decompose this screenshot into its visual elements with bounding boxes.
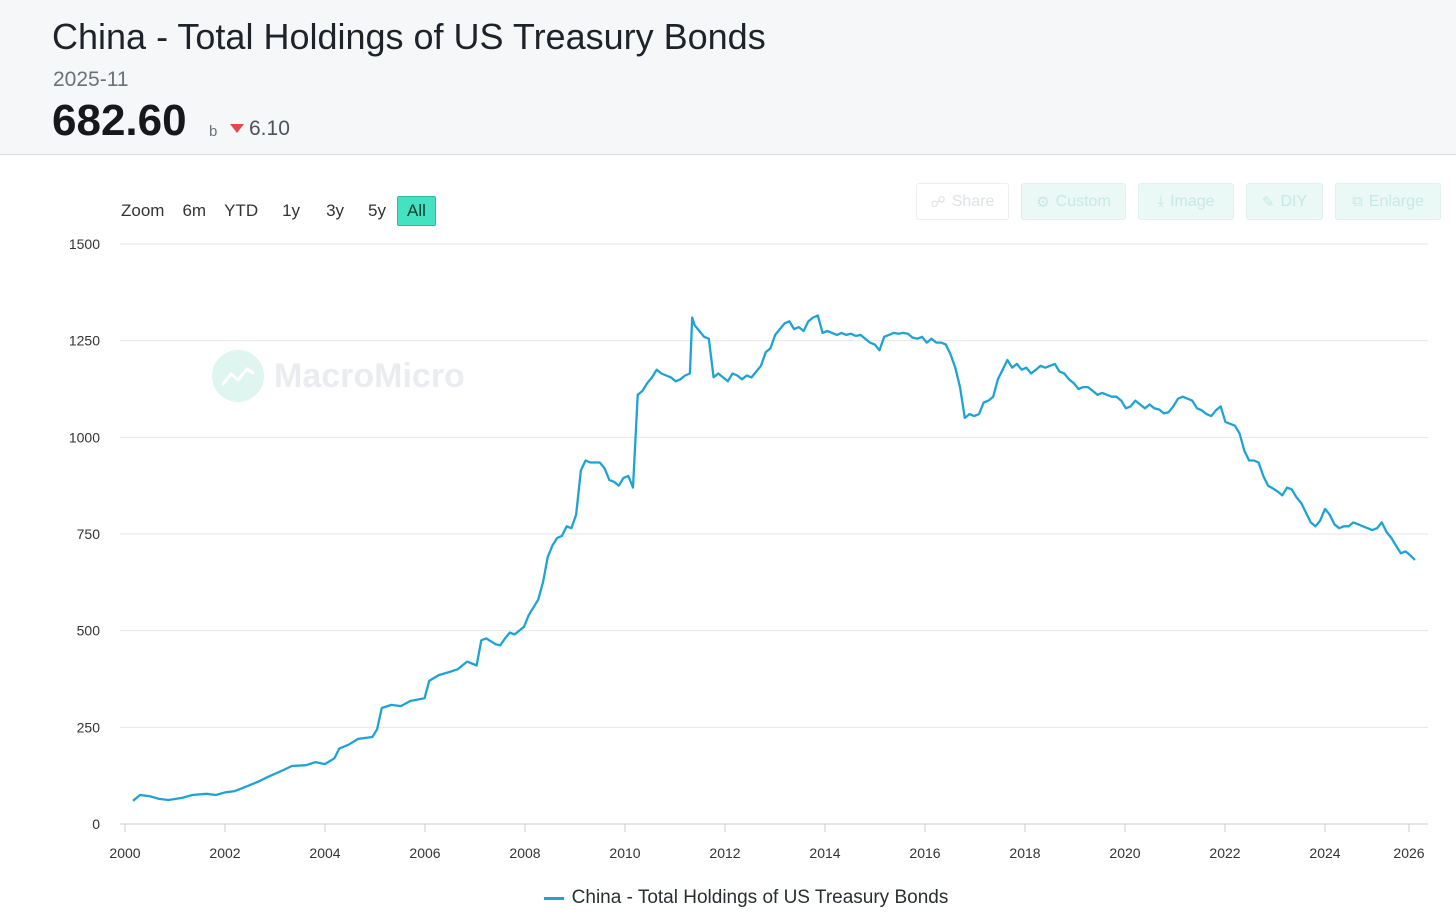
chart-legend[interactable]: China - Total Holdings of US Treasury Bo… [0,887,1456,909]
legend-label: China - Total Holdings of US Treasury Bo… [571,887,949,908]
zoom-all-button[interactable]: All [397,196,436,226]
x-tick-label: 2020 [1109,845,1140,861]
x-tick-label: 2006 [409,845,440,861]
y-tick-label: 500 [77,623,101,639]
share-button[interactable]: ☍ Share [916,183,1009,220]
x-tick-label: 2008 [509,845,540,861]
watermark: MacroMicro [212,350,465,402]
series-line [132,314,1416,802]
enlarge-label: Enlarge [1368,192,1424,210]
x-tick-label: 2014 [809,845,840,861]
x-tick-label: 2012 [709,845,740,861]
custom-button[interactable]: ⚙ Custom [1021,183,1126,220]
pencil-icon: ✎ [1261,193,1275,211]
chart-grid [120,243,1428,825]
latest-value: 682.60 [52,96,187,145]
value-change: 6.10 [249,117,290,140]
share-icon: ☍ [930,193,946,211]
zoom-3y-button[interactable]: 3y [326,201,345,220]
y-tick-label: 250 [77,719,101,735]
x-tick-label: 2004 [309,845,340,861]
diy-button[interactable]: ✎ DIY [1246,183,1323,220]
expand-icon: ⧉ [1352,193,1363,210]
x-tick-label: 2022 [1209,845,1240,861]
y-tick-label: 1250 [69,333,100,349]
header-panel: China - Total Holdings of US Treasury Bo… [0,0,1456,155]
zoom-ytd-button[interactable]: YTD [224,201,259,220]
share-label: Share [951,192,995,210]
down-arrow-icon [230,124,244,133]
x-tick-label: 2002 [209,845,240,861]
zoom-label: Zoom [121,201,165,220]
data-date: 2025-11 [53,68,129,91]
y-tick-label: 1500 [69,236,100,252]
x-tick-label: 2016 [909,845,940,861]
x-axis-ticks: 2000 2002 2004 2006 2008 2010 2012 2014 2016 2018… [109,824,1425,861]
x-tick-label: 2018 [1009,845,1040,861]
y-tick-label: 0 [92,816,100,832]
download-icon: ⤓ [1157,193,1165,210]
macromicro-logo-icon [212,350,264,402]
legend-swatch [543,896,564,900]
image-button[interactable]: ⤓ Image [1138,183,1234,220]
zoom-selector: Zoom 6m YTD 1y 3y 5y All [112,196,436,226]
value-unit: b [209,123,218,140]
page-title: China - Total Holdings of US Treasury Bo… [52,16,766,57]
custom-label: Custom [1055,192,1111,210]
zoom-6m-button[interactable]: 6m [182,201,207,220]
watermark-text: MacroMicro [274,356,465,395]
enlarge-button[interactable]: ⧉ Enlarge [1335,183,1441,220]
zoom-1y-button[interactable]: 1y [282,201,301,220]
y-tick-label: 750 [77,526,101,542]
diy-label: DIY [1280,192,1308,210]
y-axis-ticks: 0 250 500 750 1000 1250 1500 [69,236,100,832]
x-tick-label: 2000 [109,845,140,861]
gear-icon: ⚙ [1036,193,1050,211]
x-tick-label: 2010 [609,845,640,861]
image-label: Image [1170,192,1215,210]
zoom-5y-button[interactable]: 5y [368,201,386,220]
y-tick-label: 1000 [69,429,100,445]
x-tick-label: 2024 [1309,845,1340,861]
x-tick-label: 2026 [1393,845,1424,861]
